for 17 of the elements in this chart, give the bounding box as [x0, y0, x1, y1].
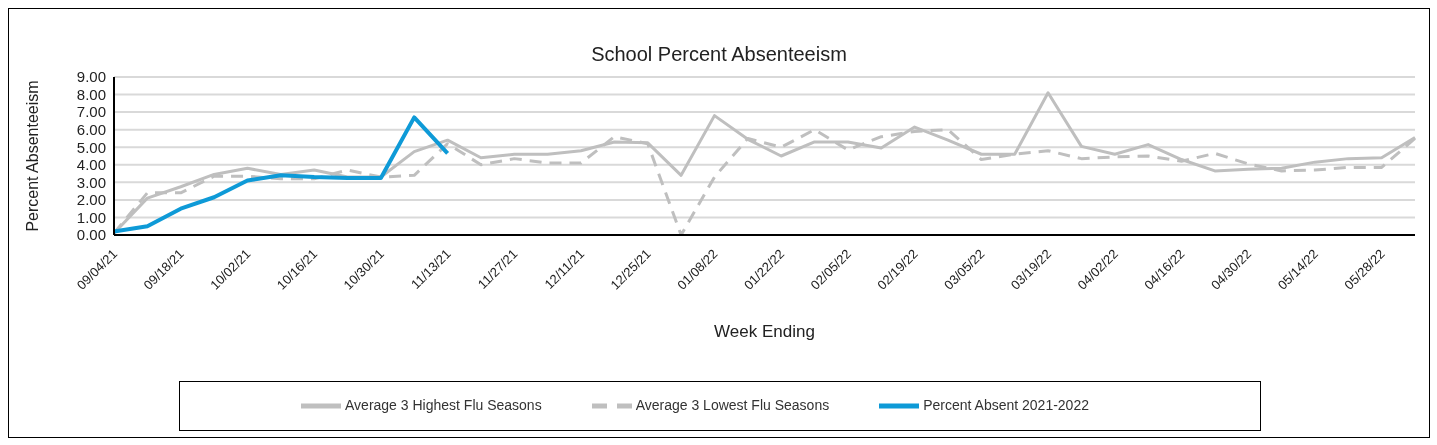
y-axis-title: Percent Absenteeism	[23, 80, 41, 232]
y-tick-label: 3.00	[76, 173, 106, 191]
y-tick-label: 5.00	[76, 138, 106, 156]
y-tick-label: 9.00	[76, 68, 106, 86]
y-tick-label: 1.00	[76, 208, 106, 226]
chart-title: School Percent Absenteeism	[590, 43, 848, 66]
y-tick-label: 8.00	[76, 85, 106, 103]
y-tick-label: 2.00	[76, 191, 106, 209]
legend-label: Percent Absent 2021-2022	[923, 396, 1089, 413]
legend-label: Average 3 Lowest Flu Seasons	[635, 396, 830, 413]
legend-label: Average 3 Highest Flu Seasons	[345, 396, 542, 413]
y-tick-label: 0.00	[76, 226, 106, 244]
y-tick-label: 6.00	[76, 120, 106, 138]
y-tick-label: 7.00	[76, 103, 106, 121]
x-axis-title: Week Ending	[714, 322, 815, 341]
line-series	[112, 115, 450, 234]
y-tick-label: 4.00	[76, 156, 106, 174]
